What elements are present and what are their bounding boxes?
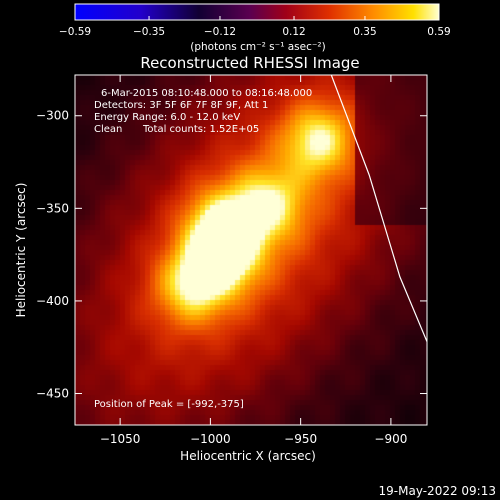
detectors-annotation: Detectors: 3F 5F 6F 7F 8F 9F, Att 1 [94,100,268,111]
colorbar-ticks: −0.59 −0.35 −0.12 0.12 0.35 0.59 [59,16,451,38]
x-tick-label-0: −1050 [100,432,141,446]
x-tick-label-2: −950 [284,432,317,446]
footer-date: 19-May-2022 09:13 [379,484,496,498]
colorbar-tick-label-5: 0.59 [427,26,450,38]
heatmap-area [75,75,427,425]
colorbar-tick-label-1: −0.35 [133,26,165,38]
plot-frame [74,74,428,426]
y-tick-label-1: −350 [36,201,69,215]
y-tick-label-2: −400 [36,294,69,308]
y-axis-label: Heliocentric Y (arcsec) [14,183,28,318]
colorbar [74,3,440,21]
peak-position-annotation: Position of Peak = [-992,-375] [94,399,244,410]
x-axis-label: Heliocentric X (arcsec) [180,449,316,463]
colorbar-tick-label-2: −0.12 [204,26,236,38]
y-tick-label-0: −300 [36,109,69,123]
chart-title: Reconstructed RHESSI Image [140,54,359,72]
colorbar-unit-label: (photons cm⁻² s⁻¹ asec⁻²) [190,41,325,53]
axis-ticks: −1050 −1000 −950 −900 −300 −350 −400 −450 [36,75,427,446]
colorbar-tick-label-4: 0.35 [353,26,376,38]
y-tick-label-3: −450 [36,387,69,401]
solar-limb-curve [330,75,427,342]
colorbar-tick-label-0: −0.59 [59,26,91,38]
method-annotation: Clean [94,124,122,135]
x-tick-label-3: −900 [374,432,407,446]
counts-annotation: Total counts: 1.52E+05 [142,124,259,135]
x-tick-label-1: −1000 [190,432,231,446]
colorbar-tick-label-3: 0.12 [282,26,305,38]
heatmap-canvas [75,75,427,425]
time-range-annotation: 6-Mar-2015 08:10:48.000 to 08:16:48.000 [101,88,312,99]
energy-annotation: Energy Range: 6.0 - 12.0 keV [94,112,240,123]
